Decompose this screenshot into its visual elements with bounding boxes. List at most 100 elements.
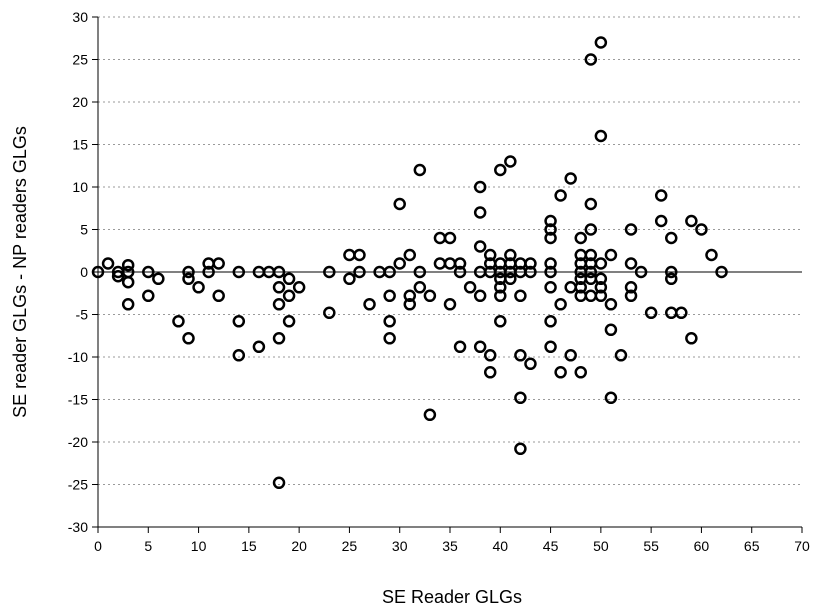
data-point (665, 265, 678, 279)
y-tick-label: 15 (72, 137, 88, 153)
data-point (111, 270, 125, 283)
data-point (644, 306, 658, 320)
data-point (202, 265, 215, 279)
data-point (483, 349, 497, 362)
data-point (383, 289, 396, 303)
x-tick-label: 65 (744, 538, 760, 554)
data-point (473, 180, 487, 194)
data-point (343, 272, 356, 286)
data-point (413, 163, 427, 177)
y-tick-label: 25 (72, 52, 88, 68)
x-tick-label: 45 (543, 538, 559, 554)
data-point (413, 281, 427, 294)
data-point (343, 248, 356, 262)
data-point (473, 289, 487, 303)
data-point (443, 231, 457, 245)
data-point (574, 281, 587, 294)
data-point (433, 231, 447, 245)
y-tick-label: 20 (72, 94, 88, 110)
data-point (554, 189, 567, 202)
y-axis-title: SE reader GLGs - NP readers GLGs (10, 126, 30, 418)
data-point (504, 272, 517, 286)
data-point (494, 281, 507, 294)
data-point (654, 189, 668, 202)
data-point (142, 265, 155, 279)
data-point (272, 476, 286, 490)
data-point (403, 289, 417, 303)
data-point (544, 214, 557, 228)
data-point (282, 315, 296, 328)
data-point (473, 240, 487, 253)
data-point (544, 265, 557, 279)
data-point (272, 281, 286, 294)
data-point (594, 289, 608, 303)
data-point (544, 231, 557, 245)
x-tick-label: 55 (643, 538, 659, 554)
data-point (514, 349, 527, 362)
data-point (504, 248, 517, 262)
y-tick-label: 10 (72, 179, 88, 195)
data-point (584, 223, 598, 236)
x-tick-label: 5 (144, 538, 152, 554)
data-point (252, 340, 266, 354)
data-point (393, 257, 406, 270)
x-tick-label: 10 (191, 538, 207, 554)
x-axis-title: SE Reader GLGs (382, 587, 522, 607)
data-point (172, 315, 185, 328)
data-point (453, 257, 467, 270)
data-point (564, 281, 577, 294)
data-point (182, 332, 195, 345)
data-point (594, 129, 608, 143)
data-point (353, 265, 366, 279)
data-point (665, 306, 678, 320)
x-tick-label: 25 (342, 538, 358, 554)
data-point (624, 289, 638, 303)
data-point (272, 332, 286, 345)
data-point (705, 248, 718, 262)
data-point (634, 265, 648, 279)
data-point (654, 214, 668, 228)
data-point (624, 281, 638, 294)
data-point (494, 315, 507, 328)
data-point (423, 289, 437, 303)
y-tick-label: -30 (68, 519, 88, 535)
data-point (594, 281, 608, 294)
data-point (212, 289, 225, 303)
data-point (584, 53, 598, 66)
data-point (604, 391, 618, 405)
data-point (584, 197, 598, 211)
data-point (453, 340, 467, 354)
data-point (121, 258, 135, 272)
data-point (443, 298, 457, 311)
y-tick-label: 5 (80, 222, 88, 238)
data-point (544, 223, 557, 236)
data-point (232, 315, 246, 328)
data-point (554, 298, 567, 311)
data-point (142, 289, 155, 303)
data-point (272, 298, 286, 311)
data-point (584, 272, 598, 286)
data-point (232, 265, 246, 279)
data-point (524, 257, 537, 270)
data-point (383, 315, 396, 328)
data-point (403, 248, 417, 262)
data-point (665, 272, 678, 286)
data-point (685, 332, 698, 345)
axes (92, 16, 803, 533)
data-point (353, 248, 366, 262)
data-point (514, 442, 527, 456)
data-point (182, 265, 195, 279)
y-tick-label: -25 (68, 477, 88, 493)
data-point (594, 272, 608, 286)
data-point (604, 298, 618, 311)
grid-lines (98, 16, 802, 485)
data-point (292, 281, 306, 294)
data-point (624, 257, 638, 270)
data-point (675, 306, 688, 320)
data-point (514, 391, 527, 405)
data-point (564, 172, 577, 185)
data-point (403, 298, 417, 311)
data-point (604, 323, 618, 337)
data-point (624, 223, 638, 236)
